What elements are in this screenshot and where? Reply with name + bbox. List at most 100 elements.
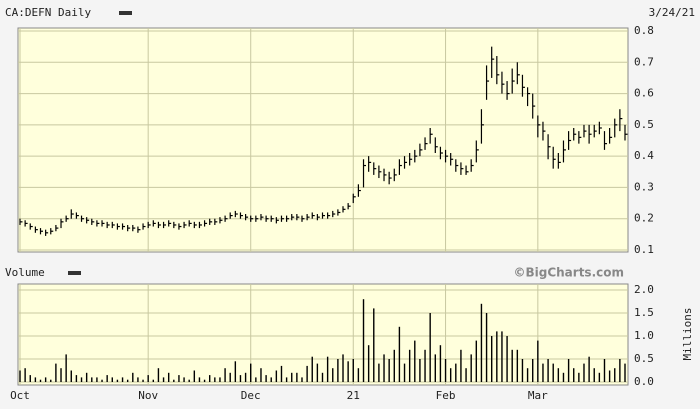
volume-bar <box>603 359 606 382</box>
volume-bar <box>85 372 88 382</box>
volume-bar <box>111 377 113 382</box>
volume-bar <box>444 359 447 382</box>
volume-bar <box>188 379 190 382</box>
y-tick-label: 0.5 <box>634 118 654 131</box>
volume-bar <box>516 349 519 382</box>
volume-bar <box>162 377 165 382</box>
volume-bar <box>357 368 360 382</box>
volume-bar <box>424 349 426 382</box>
y-tick-label: 0.2 <box>634 212 654 225</box>
volume-bar <box>167 372 170 382</box>
volume-bar <box>39 379 42 382</box>
volume-bar <box>526 368 529 382</box>
volume-bar <box>403 363 406 382</box>
volume-bar <box>44 377 47 382</box>
y-tick-label: 0.8 <box>634 24 654 37</box>
volume-bar <box>408 349 411 382</box>
volume-bar <box>50 379 52 382</box>
volume-bar <box>465 368 467 382</box>
volume-bar <box>552 363 554 382</box>
volume-bar <box>490 336 493 382</box>
volume-bar <box>296 372 298 382</box>
chart-date: 3/24/21 <box>649 6 695 19</box>
volume-bar <box>265 375 267 382</box>
chart-title: CA:DEFN Daily <box>5 6 91 19</box>
volume-bar <box>414 340 416 382</box>
volume-bar <box>619 359 621 382</box>
volume-title: Volume <box>5 266 45 279</box>
y-tick-label: 0.7 <box>634 55 654 68</box>
volume-bar <box>137 377 139 382</box>
volume-bar <box>291 372 293 382</box>
volume-bar <box>593 368 595 382</box>
source-credit: ©BigCharts.com <box>513 266 624 280</box>
volume-bar <box>480 303 483 382</box>
volume-bar <box>362 299 365 382</box>
volume-bar <box>183 377 185 382</box>
volume-bar <box>537 340 539 382</box>
legend-icon <box>68 271 81 275</box>
volume-bar <box>116 379 119 382</box>
x-tick-label: Nov <box>138 389 158 402</box>
volume-bar <box>501 331 503 382</box>
volume-bar <box>260 368 262 382</box>
volume-bar <box>378 363 380 382</box>
volume-bar <box>178 375 180 382</box>
volume-bar <box>557 368 560 382</box>
y-tick-label: 0.4 <box>634 149 654 162</box>
volume-bar <box>573 368 575 382</box>
y-tick-label: 0.6 <box>634 87 654 100</box>
volume-bar <box>239 375 242 382</box>
volume-panel <box>17 283 629 386</box>
volume-bar <box>485 313 488 382</box>
volume-bar <box>470 354 472 382</box>
volume-bar <box>393 349 395 382</box>
volume-bar <box>598 372 601 382</box>
volume-bar <box>567 359 570 382</box>
volume-bar <box>311 356 313 382</box>
x-tick-label: Feb <box>436 389 456 402</box>
volume-bar <box>562 372 565 382</box>
volume-bar <box>121 377 124 382</box>
y-tick-label: 1.0 <box>634 329 654 342</box>
volume-bar <box>608 370 611 382</box>
volume-bar <box>419 359 421 382</box>
volume-bar <box>542 363 544 382</box>
volume-bar <box>224 368 226 382</box>
x-tick-label: Oct <box>10 389 30 402</box>
volume-bar <box>321 372 324 382</box>
volume-bar <box>455 363 457 382</box>
volume-bar <box>75 375 78 382</box>
volume-bar <box>152 379 155 382</box>
y-tick-label: 0.5 <box>634 352 654 365</box>
volume-bar <box>219 377 221 382</box>
volume-bar <box>101 379 103 382</box>
volume-bar <box>624 363 626 382</box>
volume-bar <box>29 375 31 382</box>
volume-bar <box>132 372 134 382</box>
volume-bar <box>275 370 278 382</box>
volume-bar <box>496 331 498 382</box>
volume-bar <box>367 345 370 382</box>
y-tick-label: 0.0 <box>634 375 654 388</box>
volume-bar <box>506 336 508 382</box>
volume-bar <box>306 365 308 382</box>
volume-bar <box>342 354 344 382</box>
volume-bar <box>234 361 237 382</box>
volume-bar <box>229 372 231 382</box>
volume-bar <box>65 354 67 382</box>
volume-bar <box>142 379 144 382</box>
volume-bar <box>270 377 272 382</box>
volume-bar <box>147 375 149 382</box>
volume-bar <box>250 363 252 382</box>
volume-bar <box>532 359 534 382</box>
volume-bar <box>332 368 334 382</box>
volume-bar <box>80 377 83 382</box>
volume-bar <box>157 368 160 382</box>
volume-bar <box>173 379 175 382</box>
volume-bar <box>301 377 303 382</box>
volume-bar <box>352 359 354 382</box>
legend-icon <box>119 11 132 15</box>
